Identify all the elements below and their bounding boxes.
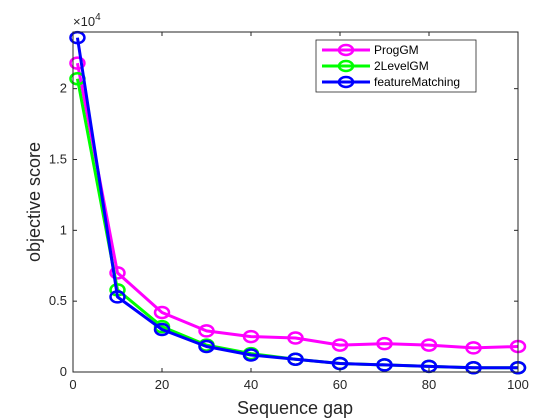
y-axis-ticks: 0 0.5 1 1.5 2 — [49, 81, 518, 379]
y-axis-label: objective score — [24, 142, 44, 262]
data-point — [331, 338, 349, 352]
data-point — [153, 305, 171, 320]
y-tick-label: 0 — [60, 364, 67, 379]
y-tick-label: 1.5 — [49, 152, 67, 167]
legend-entry: 2LevelGM — [322, 59, 429, 73]
x-tick-label: 60 — [333, 377, 347, 392]
legend-label: ProgGM — [374, 43, 419, 57]
legend: ProgGM 2LevelGM featureMatching — [315, 39, 477, 93]
data-point — [420, 338, 438, 352]
data-point — [376, 336, 393, 351]
data-point — [287, 331, 304, 345]
data-point — [242, 329, 260, 344]
x-tick-label: 40 — [244, 377, 258, 392]
legend-entry: featureMatching — [322, 75, 460, 89]
y-multiplier-base: ×10 — [73, 14, 95, 29]
legend-entry: ProgGM — [322, 43, 419, 57]
x-axis-label: Sequence gap — [237, 398, 353, 418]
x-tick-label: 80 — [422, 377, 436, 392]
x-tick-label: 0 — [69, 377, 76, 392]
legend-marker — [337, 43, 355, 57]
y-tick-label: 2 — [60, 81, 67, 96]
series-line — [75, 37, 518, 370]
legend-label: featureMatching — [374, 75, 460, 89]
legend-marker — [337, 59, 355, 73]
data-point — [465, 361, 482, 375]
series-layer — [69, 30, 527, 375]
y-tick-label: 1 — [60, 222, 67, 237]
y-multiplier-label: ×104 — [73, 12, 101, 29]
y-tick-label: 0.5 — [49, 293, 67, 308]
legend-marker — [337, 75, 355, 89]
plot-frame — [72, 31, 519, 373]
data-point — [109, 266, 126, 280]
x-axis-ticks: 0 20 40 60 80 100 — [69, 32, 529, 392]
data-point — [198, 324, 215, 338]
legend-label: 2LevelGM — [374, 59, 429, 73]
data-point — [198, 339, 215, 354]
data-point — [153, 322, 171, 337]
data-point — [376, 358, 393, 372]
data-point — [287, 352, 304, 366]
data-point — [69, 56, 86, 70]
y-multiplier-exp: 4 — [95, 12, 101, 23]
data-point — [465, 341, 482, 355]
x-tick-label: 20 — [155, 377, 169, 392]
x-tick-label: 100 — [507, 377, 529, 392]
series-ProgGM — [69, 56, 527, 355]
series-line — [75, 62, 519, 350]
data-point — [242, 348, 260, 362]
data-point — [109, 290, 126, 304]
